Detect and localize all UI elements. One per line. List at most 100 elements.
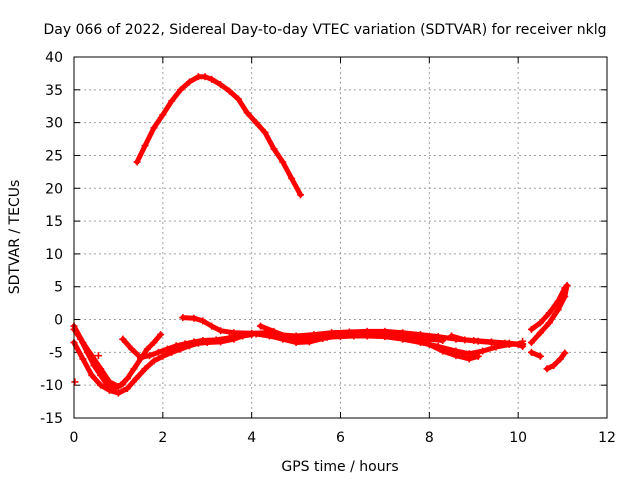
grid-layer (74, 57, 607, 418)
data-point (79, 355, 87, 363)
x-tick-label: 6 (336, 430, 345, 446)
data-point (150, 357, 158, 365)
data-point (225, 87, 233, 95)
data-point (554, 306, 562, 314)
data-point (283, 333, 291, 341)
data-point (416, 331, 424, 339)
data-point (556, 355, 564, 363)
data-point (146, 352, 154, 360)
data-point (94, 352, 102, 360)
data-point (448, 332, 456, 340)
data-point (434, 333, 442, 341)
data-point (225, 334, 233, 342)
data-point (150, 124, 158, 132)
data-point (310, 335, 318, 343)
series-arc-right-d (544, 350, 568, 372)
data-point (243, 109, 251, 117)
data-point (561, 349, 569, 357)
data-point (461, 336, 469, 344)
data-point (143, 345, 151, 353)
series-arc-low-a (71, 326, 164, 391)
data-point (179, 314, 187, 322)
data-point (114, 382, 122, 390)
data-point (288, 174, 296, 182)
data-point (97, 381, 105, 389)
data-point (217, 81, 225, 89)
x-axis-label: GPS time / hours (281, 459, 398, 475)
data-point (130, 365, 138, 373)
data-point (514, 340, 522, 348)
x-tick-label: 8 (425, 430, 434, 446)
data-point (252, 119, 260, 127)
data-point (488, 339, 496, 347)
data-point (185, 78, 193, 86)
y-axis-label: SDTVAR / TECUs (7, 180, 23, 295)
data-point (88, 371, 96, 379)
data-point (425, 340, 433, 348)
data-point (199, 317, 207, 325)
data-point (159, 352, 167, 360)
x-tick-label: 10 (509, 430, 527, 446)
series-arc-high (134, 74, 303, 198)
data-point (399, 335, 407, 343)
data-point (79, 339, 87, 347)
data-point (154, 348, 162, 356)
data-point (474, 352, 482, 360)
data-point (257, 322, 265, 330)
data-point (157, 331, 165, 339)
data-point (106, 386, 114, 394)
data-point (527, 348, 535, 356)
data-point (248, 329, 256, 337)
data-point (190, 338, 198, 346)
data-point (474, 337, 482, 345)
data-point (208, 322, 216, 330)
data-point (337, 333, 344, 341)
data-point (172, 342, 180, 350)
data-point (234, 95, 242, 103)
data-point (554, 297, 562, 305)
data-point (123, 384, 131, 392)
data-point (279, 158, 287, 166)
y-tick-label: 40 (45, 50, 63, 66)
data-point (110, 381, 118, 389)
data-point (543, 365, 551, 373)
tick-layer: 0 2 4 6 8 10 12 -15 -10 -5 0 5 10 15 20 25 30 35 40 (40, 50, 616, 446)
data-point (133, 158, 141, 166)
data-point (465, 355, 473, 363)
data-point (106, 378, 114, 386)
data-point (536, 329, 544, 337)
data-point (297, 337, 305, 345)
data-point (71, 378, 79, 386)
x-tick-label: 4 (247, 430, 256, 446)
data-point (141, 365, 149, 373)
data-point (399, 329, 407, 337)
data-point (545, 309, 553, 317)
y-tick-label: -5 (49, 345, 63, 361)
data-point (270, 327, 278, 335)
y-tick-label: 35 (45, 83, 63, 99)
data-point (88, 352, 96, 360)
data-point (527, 339, 535, 347)
data-point (132, 375, 140, 383)
data-point (150, 339, 158, 347)
data-point (123, 375, 131, 383)
data-point (297, 191, 305, 199)
y-tick-label: 0 (54, 313, 63, 329)
y-tick-label: -15 (40, 411, 63, 427)
data-point (190, 314, 198, 322)
chart-title: Day 066 of 2022, Sidereal Day-to-day VTE… (44, 22, 607, 38)
y-tick-label: 20 (45, 181, 63, 197)
data-point (536, 319, 544, 327)
data-point (181, 340, 189, 348)
data-point (194, 73, 202, 81)
data-point (452, 352, 460, 360)
data-point (416, 339, 424, 347)
data-point (119, 380, 127, 388)
data-point (561, 284, 569, 292)
data-point (159, 111, 167, 119)
data-point (501, 339, 509, 347)
data-point (323, 333, 331, 341)
data-point (550, 361, 558, 369)
